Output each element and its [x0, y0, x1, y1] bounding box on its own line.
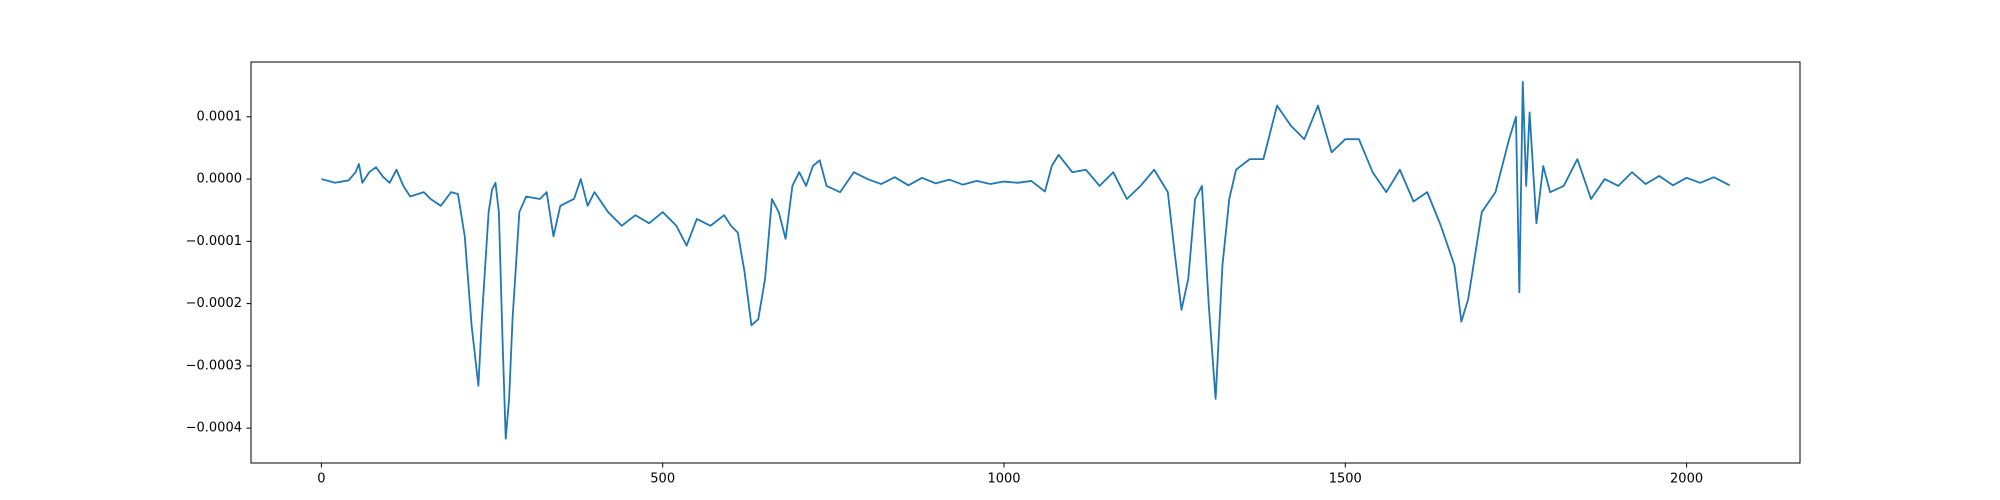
y-tick-label: −0.0002 [186, 296, 242, 311]
x-tick-label: 500 [650, 472, 675, 487]
axes-frame [250, 61, 1801, 464]
x-tick-label: 1500 [1329, 472, 1362, 487]
x-tick-label: 1000 [987, 472, 1020, 487]
y-tick-label: −0.0001 [186, 234, 242, 249]
x-tick-label: 2000 [1670, 472, 1703, 487]
y-tick-label: −0.0004 [186, 421, 242, 436]
data-line [321, 81, 1731, 440]
y-tick-label: 0.0001 [197, 109, 243, 124]
x-tick-label: 0 [317, 472, 325, 487]
y-tick-label: −0.0003 [186, 358, 242, 373]
y-tick-label: 0.0000 [197, 172, 243, 187]
